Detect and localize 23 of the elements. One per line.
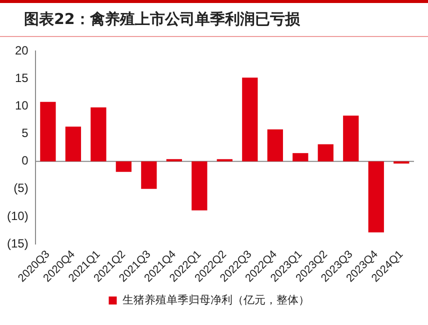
bar: [368, 161, 384, 232]
bar: [40, 102, 56, 162]
chart-title: 图表22：禽养殖上市公司单季利润已亏损: [0, 0, 428, 37]
bar: [65, 126, 82, 162]
bar: [394, 161, 410, 164]
y-tick-label: 0: [22, 154, 29, 168]
bar: [343, 116, 359, 162]
y-tick-label: (5): [14, 181, 28, 196]
bar: [90, 107, 106, 162]
y-tick-label: 5: [22, 126, 29, 140]
y-tick-label: (10): [6, 208, 28, 223]
bar: [318, 144, 334, 162]
bar: [192, 161, 208, 210]
bar: [267, 129, 283, 162]
legend-label: 生猪养殖单季归母净利（亿元，整体）: [122, 293, 310, 306]
bar: [116, 161, 132, 172]
bar: [141, 161, 157, 189]
y-tick-label: 10: [14, 98, 29, 113]
y-tick-label: 15: [14, 71, 29, 86]
bar: [242, 78, 258, 162]
y-tick-label: (15): [6, 236, 28, 250]
y-tick-label: 20: [14, 44, 29, 58]
bar: [292, 153, 308, 162]
